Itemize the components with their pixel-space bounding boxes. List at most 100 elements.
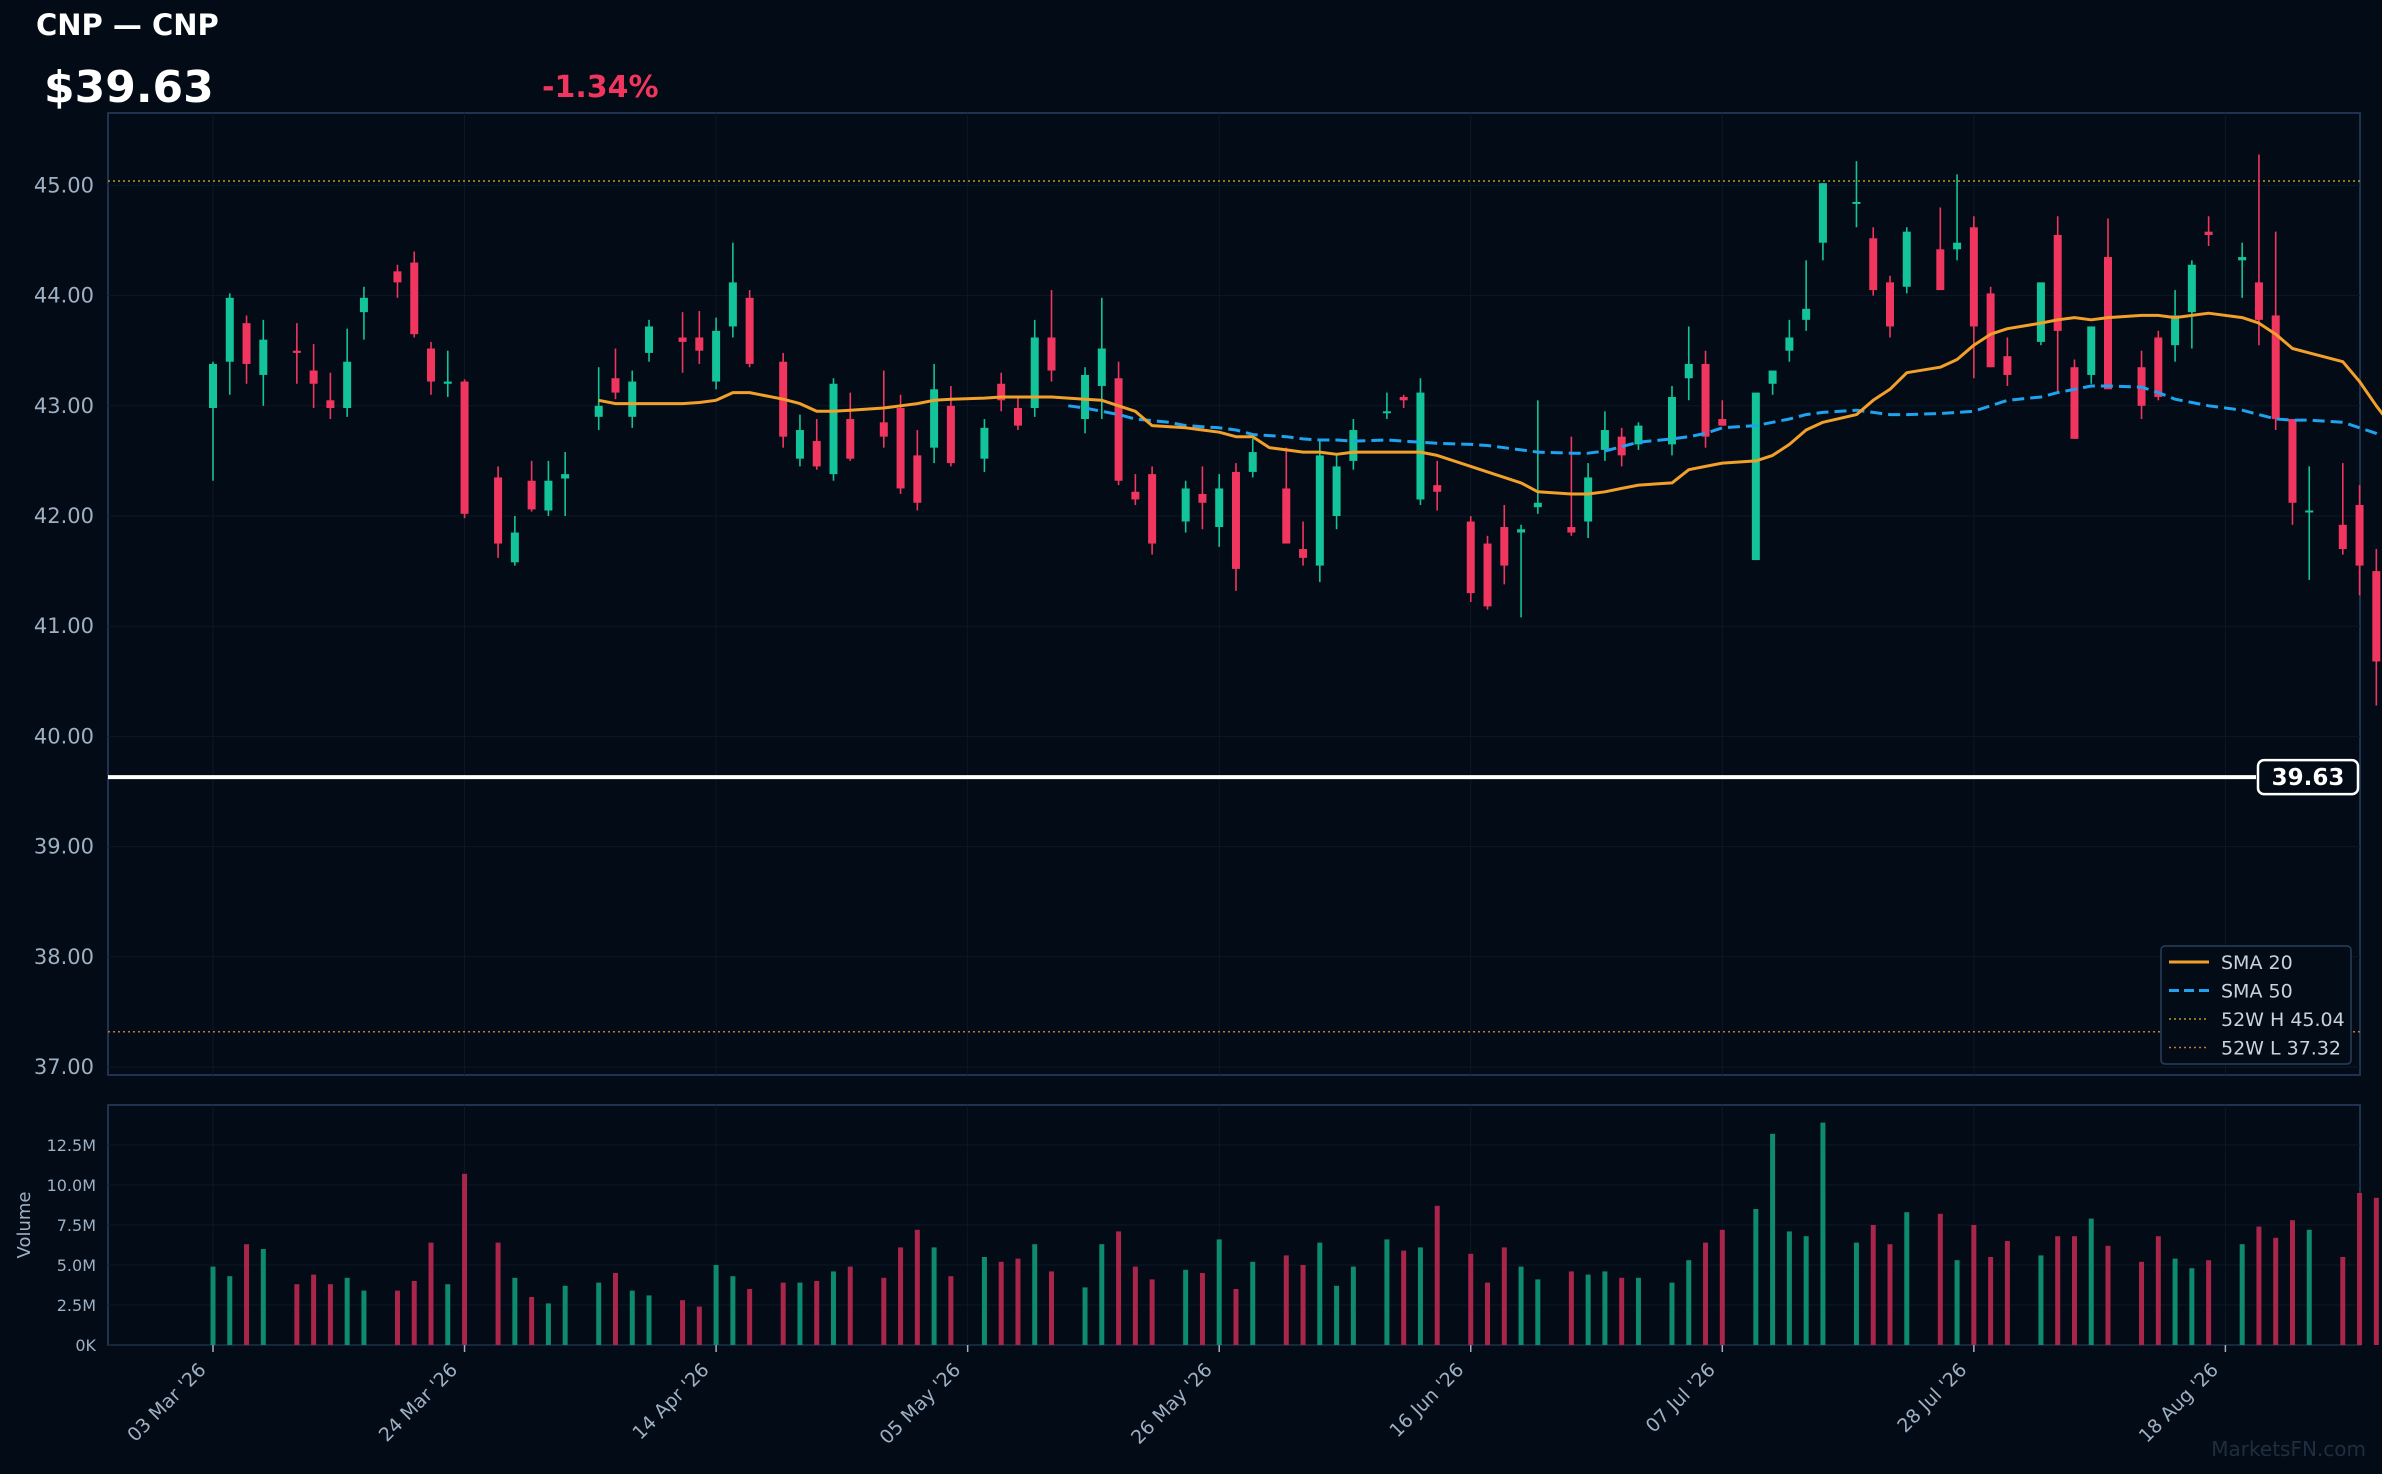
candle-body bbox=[1382, 411, 1391, 414]
volume-bar bbox=[1719, 1229, 1725, 1345]
price-tick-label: 42.00 bbox=[34, 504, 94, 528]
volume-bar bbox=[1485, 1282, 1491, 1345]
volume-bar bbox=[2004, 1241, 2010, 1345]
volume-bar bbox=[2055, 1236, 2061, 1345]
price-tick-label: 43.00 bbox=[34, 394, 94, 418]
candle-body bbox=[2070, 367, 2079, 439]
date-tick-label: 24 Mar '26 bbox=[375, 1359, 462, 1446]
volume-bar bbox=[1568, 1271, 1574, 1345]
volume-bar bbox=[1015, 1258, 1021, 1345]
volume-axis: 0K 2.5M 5.0M 7.5M 10.0M 12.5M Volume bbox=[14, 1136, 97, 1355]
volume-bar bbox=[730, 1276, 736, 1345]
volume-bar bbox=[529, 1297, 535, 1345]
candle-body bbox=[1399, 396, 1408, 401]
candle-body bbox=[645, 326, 654, 353]
volume-bar bbox=[948, 1276, 954, 1345]
candle-body bbox=[1517, 529, 1526, 533]
chart-title: CNP — CNP bbox=[36, 8, 219, 42]
volume-bar bbox=[545, 1303, 551, 1345]
volume-bar bbox=[646, 1295, 652, 1345]
volume-bar bbox=[2206, 1260, 2212, 1345]
candle-body bbox=[2372, 571, 2381, 662]
volume-bar bbox=[1401, 1250, 1407, 1345]
date-axis: 03 Mar '26 24 Mar '26 14 Apr '26 05 May '26… bbox=[123, 1345, 2227, 1449]
volume-tick-label: 2.5M bbox=[57, 1296, 96, 1315]
candle-body bbox=[1684, 363, 1693, 379]
candle-body bbox=[1969, 227, 1978, 327]
volume-bar bbox=[780, 1282, 786, 1345]
volume-bar bbox=[1770, 1133, 1776, 1345]
date-tick-label: 05 May '26 bbox=[875, 1359, 965, 1449]
volume-bar bbox=[612, 1273, 618, 1345]
price-tick-label: 41.00 bbox=[34, 614, 94, 638]
volume-bar bbox=[1686, 1260, 1692, 1345]
volume-bar bbox=[1468, 1253, 1474, 1345]
candle-body bbox=[1751, 392, 1760, 561]
volume-bar bbox=[2289, 1220, 2295, 1345]
volume-bar bbox=[1417, 1247, 1423, 1345]
reference-lines bbox=[108, 180, 2360, 1033]
date-tick-label: 18 Aug '26 bbox=[2135, 1359, 2223, 1447]
volume-bar bbox=[797, 1282, 803, 1345]
last-price-line: 39.63 bbox=[108, 758, 2360, 796]
candle-body bbox=[1886, 282, 1894, 327]
candle-body bbox=[527, 480, 536, 510]
last-price-badge bbox=[2256, 758, 2360, 796]
volume-bar bbox=[1384, 1239, 1390, 1345]
volume-bar bbox=[713, 1265, 719, 1345]
candle-body bbox=[1047, 337, 1056, 371]
candle-body bbox=[1701, 363, 1710, 437]
candle-body bbox=[2355, 504, 2364, 566]
candle-body bbox=[879, 422, 888, 437]
candle-body bbox=[460, 381, 469, 514]
volume-bar bbox=[1635, 1277, 1641, 1345]
volume-bar bbox=[1099, 1244, 1105, 1345]
candle-body bbox=[1181, 488, 1190, 522]
candle-body bbox=[829, 383, 838, 475]
candle-body bbox=[594, 405, 603, 417]
volume-bar bbox=[1116, 1231, 1122, 1345]
candle-body bbox=[795, 430, 804, 459]
candle-body bbox=[225, 297, 234, 362]
candle-body bbox=[1282, 488, 1291, 544]
volume-bar bbox=[1082, 1287, 1088, 1345]
volume-bar bbox=[1199, 1273, 1205, 1345]
candle-body bbox=[2087, 326, 2096, 375]
candle-body bbox=[1936, 249, 1945, 291]
candle-body bbox=[678, 337, 687, 342]
candle-body bbox=[1667, 396, 1676, 445]
candle-body bbox=[1785, 337, 1794, 351]
volume-bar bbox=[1216, 1239, 1222, 1345]
volume-bar bbox=[445, 1284, 451, 1345]
volume-bar bbox=[680, 1300, 686, 1345]
volume-bar bbox=[562, 1285, 568, 1345]
candle-body bbox=[2104, 257, 2113, 390]
volume-bar bbox=[1870, 1225, 1876, 1345]
candle-body bbox=[1332, 466, 1341, 516]
volume-bar bbox=[361, 1290, 367, 1345]
volume-axis-label: Volume bbox=[14, 1192, 35, 1259]
volume-bar bbox=[1283, 1255, 1289, 1345]
candle-body bbox=[913, 455, 922, 503]
volume-bar bbox=[2189, 1268, 2195, 1345]
candle-body bbox=[1718, 419, 1727, 426]
candle-body bbox=[628, 381, 637, 417]
candle-body bbox=[242, 323, 251, 364]
candles bbox=[209, 154, 2381, 706]
candle-body bbox=[980, 427, 989, 459]
volume-bar bbox=[244, 1244, 250, 1345]
candle-body bbox=[2254, 282, 2263, 320]
volume-bar bbox=[814, 1281, 820, 1345]
candle-body bbox=[896, 408, 905, 489]
candle-body bbox=[209, 363, 217, 409]
price-tick-label: 40.00 bbox=[34, 724, 94, 748]
volume-bar bbox=[210, 1266, 216, 1345]
volume-bar bbox=[1937, 1213, 1943, 1345]
volume-bar bbox=[1233, 1289, 1239, 1345]
volume-bar bbox=[1887, 1244, 1893, 1345]
volume-bar bbox=[2139, 1261, 2145, 1345]
volume-bar bbox=[1853, 1242, 1859, 1345]
candle-body bbox=[1567, 527, 1576, 533]
volume-bar bbox=[411, 1281, 417, 1345]
